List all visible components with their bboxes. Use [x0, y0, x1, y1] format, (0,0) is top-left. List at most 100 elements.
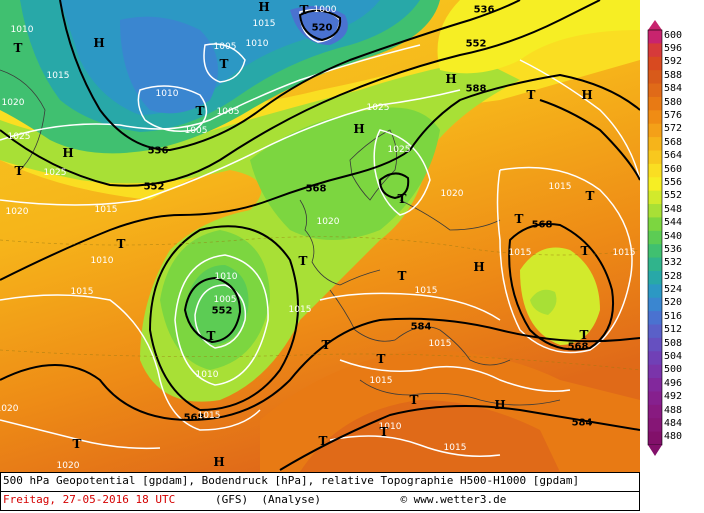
high-pressure-marker: H: [445, 72, 457, 86]
footer-copyright: © www.wetter3.de: [400, 493, 507, 506]
legend-swatch: [648, 391, 662, 406]
isobars: [0, 9, 640, 457]
legend-swatch: [648, 96, 662, 111]
high-pressure-marker: H: [494, 398, 506, 412]
legend-tick-label: 520: [664, 297, 683, 309]
isobar-high: [373, 129, 431, 216]
east-green-core: [530, 289, 557, 315]
legend-tick-label: 508: [664, 337, 683, 349]
coast-scandinavia: [349, 129, 398, 201]
legend-tick-label: 580: [664, 96, 683, 108]
legend-tick-label: 496: [664, 377, 683, 389]
legend-tick-label: 548: [664, 203, 683, 215]
footer-model: (GFS): [214, 493, 249, 506]
contour-584-south: [279, 405, 640, 471]
pressure-label: 1015: [428, 339, 452, 349]
pressure-label: 1015: [70, 287, 94, 297]
isobar-low: [137, 85, 208, 132]
legend-swatch: [648, 204, 662, 218]
low-pressure-marker: T: [72, 437, 82, 451]
pressure-label: 1015: [197, 411, 221, 421]
legend-canvas: [647, 20, 663, 456]
low-pressure-marker: T: [397, 269, 407, 283]
low-pressure-marker: T: [219, 57, 229, 71]
high-pressure-marker: H: [93, 36, 105, 50]
isobar: [339, 359, 571, 392]
pressure-label: 1010: [195, 370, 219, 380]
low-pressure-marker: T: [195, 104, 205, 118]
geopotential-label: 584: [410, 321, 432, 333]
low-pressure-marker: T: [379, 425, 389, 439]
legend-swatch: [648, 404, 662, 419]
high-pressure-marker: H: [213, 455, 225, 469]
geopotential-label: 568: [183, 412, 205, 424]
footer-analysis: (Analyse): [261, 493, 321, 506]
contour-568-east: [508, 223, 614, 351]
legend-swatches: [647, 29, 663, 446]
legend-swatch: [648, 137, 662, 151]
legend-swatch: [648, 244, 662, 259]
map-canvas: [0, 0, 640, 472]
high-pressure-marker: H: [473, 260, 485, 274]
legend-swatch: [648, 43, 662, 58]
contour-552: [0, 0, 601, 187]
pressure-label: 1010: [214, 272, 238, 282]
legend-swatch: [648, 337, 662, 352]
legend-swatch: [648, 378, 662, 392]
isobar: [0, 294, 261, 431]
low-pressure-marker: T: [14, 164, 24, 178]
legend-swatch: [648, 364, 662, 379]
low-pressure-marker: T: [514, 212, 524, 226]
high-pressure-marker: H: [581, 88, 593, 102]
pressure-label: 1015: [288, 305, 312, 315]
pressure-label: 1010: [90, 256, 114, 266]
legend-swatch: [648, 257, 662, 272]
legend-swatch: [648, 230, 662, 245]
legend-tick-label: 588: [664, 69, 683, 81]
legend-swatch: [648, 177, 662, 192]
low-pressure-marker: T: [299, 3, 309, 17]
legend-tick-label: 532: [664, 257, 683, 269]
pressure-label: 1020: [316, 217, 340, 227]
pressure-label: 1025: [366, 103, 390, 113]
legend-swatch: [648, 110, 662, 125]
coastlines: [0, 69, 561, 406]
isobar: [0, 89, 461, 206]
legend-tick-label: 544: [664, 217, 683, 229]
pressure-label: 1005: [213, 42, 237, 52]
legend-tick-label: 600: [664, 29, 683, 41]
contour-536: [59, 0, 521, 152]
coast-mediterranean: [329, 289, 511, 366]
footer-border: [0, 472, 640, 511]
isobar: [0, 44, 421, 141]
pressure-label: 1025: [387, 145, 411, 155]
geopotential-label: 552: [465, 38, 487, 50]
geopotential-label: 536: [147, 145, 169, 157]
pressure-label: 1015: [369, 376, 393, 386]
footer-meta: Freitag, 27-05-2016 18 UTC (GFS) (Analys…: [3, 493, 506, 506]
legend-swatch: [648, 30, 662, 44]
isobar-cutoff: [174, 254, 269, 386]
legend-swatch: [648, 324, 662, 339]
pressure-label: 1010: [245, 39, 269, 49]
legend-tick-label: 500: [664, 364, 683, 376]
legend-tick-label: 504: [664, 350, 683, 362]
green-core: [250, 107, 440, 240]
pressure-label: 1015: [94, 205, 118, 215]
low-pressure-marker: T: [318, 434, 328, 448]
contour-552-cutoff: [183, 276, 242, 344]
legend-tick-label: 568: [664, 136, 683, 148]
legend-tick-label: 584: [664, 83, 683, 95]
pressure-label: 1015: [443, 443, 467, 453]
legend-swatch: [648, 70, 662, 85]
pressure-label: 1010: [155, 89, 179, 99]
pressure-label: 1025: [7, 132, 31, 142]
legend-swatch: [648, 270, 662, 285]
geopotential-contours: [0, 0, 640, 471]
geopotential-label: 536: [473, 4, 495, 16]
low-pressure-marker: T: [409, 393, 419, 407]
low-pressure-marker: T: [397, 192, 407, 206]
high-pressure-marker: H: [353, 122, 365, 136]
isobar: [329, 435, 501, 457]
legend-swatch: [648, 217, 662, 232]
